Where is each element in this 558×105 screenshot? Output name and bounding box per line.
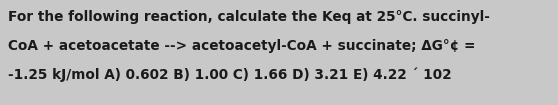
Text: For the following reaction, calculate the Keq at 25°C. succinyl-: For the following reaction, calculate th…: [8, 10, 490, 24]
Text: -1.25 kJ/mol A) 0.602 B) 1.00 C) 1.66 D) 3.21 E) 4.22 ´ 102: -1.25 kJ/mol A) 0.602 B) 1.00 C) 1.66 D)…: [8, 68, 451, 83]
Text: CoA + acetoacetate --> acetoacetyl-CoA + succinate; ΔG°¢ =: CoA + acetoacetate --> acetoacetyl-CoA +…: [8, 39, 475, 53]
